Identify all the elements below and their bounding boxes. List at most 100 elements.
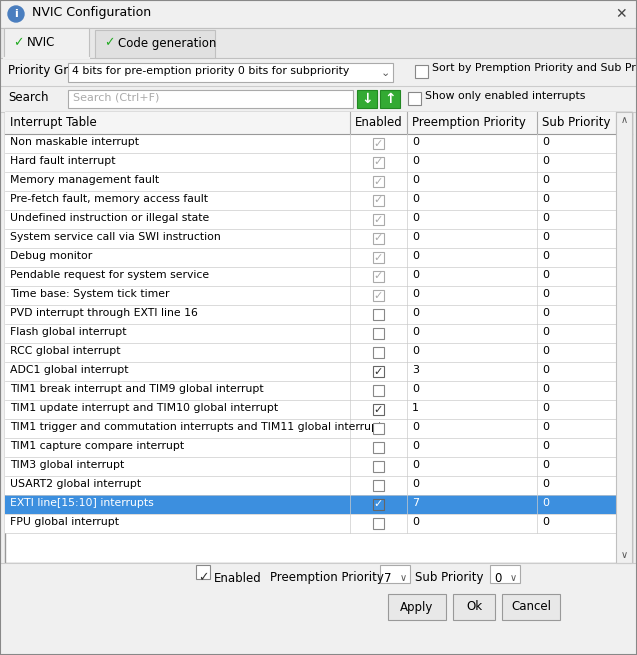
- Text: Sub Priority: Sub Priority: [415, 572, 483, 584]
- Text: 0: 0: [412, 308, 419, 318]
- Bar: [5, 286, 616, 305]
- Text: 0: 0: [412, 327, 419, 337]
- Text: ✓: ✓: [373, 405, 383, 415]
- Bar: [68, 63, 393, 82]
- Text: ∨: ∨: [399, 573, 406, 583]
- Text: 0: 0: [412, 517, 419, 527]
- Text: 0: 0: [542, 479, 549, 489]
- Bar: [373, 518, 383, 529]
- Text: Search: Search: [8, 91, 48, 104]
- Bar: [5, 362, 616, 381]
- Text: ↓: ↓: [361, 92, 373, 106]
- Text: ✓: ✓: [373, 195, 383, 206]
- Bar: [5, 229, 616, 248]
- Bar: [502, 594, 560, 620]
- Bar: [5, 476, 616, 495]
- Text: Pre-fetch fault, memory access fault: Pre-fetch fault, memory access fault: [10, 194, 208, 204]
- Bar: [357, 90, 377, 108]
- Text: 0: 0: [412, 289, 419, 299]
- Text: ADC1 global interrupt: ADC1 global interrupt: [10, 365, 129, 375]
- Bar: [373, 157, 383, 168]
- Text: TIM1 update interrupt and TIM10 global interrupt: TIM1 update interrupt and TIM10 global i…: [10, 403, 278, 413]
- Text: 0: 0: [542, 346, 549, 356]
- Text: 0: 0: [542, 156, 549, 166]
- Text: ✕: ✕: [615, 7, 627, 21]
- Text: NVIC Configuration: NVIC Configuration: [32, 6, 151, 19]
- Bar: [0, 28, 637, 58]
- Bar: [0, 563, 637, 655]
- Text: 0: 0: [412, 213, 419, 223]
- Text: 0: 0: [542, 403, 549, 413]
- Text: Pendable request for system service: Pendable request for system service: [10, 270, 209, 280]
- Text: 0: 0: [542, 194, 549, 204]
- Text: ⌄: ⌄: [380, 67, 390, 77]
- Text: 0: 0: [412, 175, 419, 185]
- Text: 0: 0: [412, 479, 419, 489]
- Bar: [5, 343, 616, 362]
- Text: 0: 0: [542, 327, 549, 337]
- Bar: [5, 514, 616, 533]
- Text: 0: 0: [542, 422, 549, 432]
- Text: ∨: ∨: [510, 573, 517, 583]
- Bar: [373, 271, 383, 282]
- Text: Debug monitor: Debug monitor: [10, 251, 92, 261]
- Text: ✓: ✓: [373, 214, 383, 225]
- Text: 1: 1: [412, 403, 419, 413]
- Text: 7: 7: [412, 498, 419, 508]
- Bar: [0, 0, 637, 28]
- Text: 0: 0: [412, 460, 419, 470]
- Text: Flash global interrupt: Flash global interrupt: [10, 327, 127, 337]
- Text: Search (Ctrl+F): Search (Ctrl+F): [73, 92, 159, 102]
- Text: 0: 0: [542, 289, 549, 299]
- Bar: [373, 442, 383, 453]
- Bar: [373, 138, 383, 149]
- Text: ✓: ✓: [373, 157, 383, 168]
- Bar: [388, 594, 446, 620]
- Text: Enabled: Enabled: [355, 116, 403, 129]
- Text: 0: 0: [412, 441, 419, 451]
- Bar: [5, 495, 616, 514]
- Text: 0: 0: [542, 441, 549, 451]
- Text: 0: 0: [542, 175, 549, 185]
- Text: TIM3 global interrupt: TIM3 global interrupt: [10, 460, 124, 470]
- Bar: [373, 385, 383, 396]
- Text: Non maskable interrupt: Non maskable interrupt: [10, 137, 139, 147]
- Text: TIM1 capture compare interrupt: TIM1 capture compare interrupt: [10, 441, 184, 451]
- Bar: [373, 290, 383, 301]
- Bar: [373, 309, 383, 320]
- Text: 0: 0: [412, 194, 419, 204]
- Bar: [373, 404, 383, 415]
- Text: 3: 3: [412, 365, 419, 375]
- Bar: [380, 565, 410, 583]
- Text: 0: 0: [542, 308, 549, 318]
- Bar: [5, 210, 616, 229]
- Text: 0: 0: [542, 384, 549, 394]
- Text: ∧: ∧: [620, 115, 627, 125]
- Circle shape: [8, 6, 24, 22]
- Bar: [5, 112, 632, 563]
- Bar: [95, 30, 215, 58]
- Bar: [490, 565, 520, 583]
- Bar: [415, 65, 428, 78]
- Text: 0: 0: [542, 498, 549, 508]
- Bar: [5, 191, 616, 210]
- Text: Undefined instruction or illegal state: Undefined instruction or illegal state: [10, 213, 209, 223]
- Text: Sort by Premption Priority and Sub Prority: Sort by Premption Priority and Sub Prori…: [432, 63, 637, 73]
- Text: TIM1 break interrupt and TIM9 global interrupt: TIM1 break interrupt and TIM9 global int…: [10, 384, 264, 394]
- Text: ∨: ∨: [620, 550, 627, 560]
- Bar: [408, 92, 421, 105]
- Text: Interrupt Table: Interrupt Table: [10, 116, 97, 129]
- Text: ✓: ✓: [373, 252, 383, 263]
- Text: Memory management fault: Memory management fault: [10, 175, 159, 185]
- Text: Apply: Apply: [400, 601, 434, 614]
- Text: EXTI line[15:10] interrupts: EXTI line[15:10] interrupts: [10, 498, 154, 508]
- Bar: [5, 134, 616, 153]
- Text: ✓: ✓: [373, 138, 383, 149]
- Text: 0: 0: [542, 460, 549, 470]
- Text: Time base: System tick timer: Time base: System tick timer: [10, 289, 169, 299]
- Text: 0: 0: [542, 365, 549, 375]
- Text: ↑: ↑: [384, 92, 396, 106]
- Bar: [373, 214, 383, 225]
- Text: NVIC: NVIC: [27, 37, 55, 50]
- Bar: [373, 328, 383, 339]
